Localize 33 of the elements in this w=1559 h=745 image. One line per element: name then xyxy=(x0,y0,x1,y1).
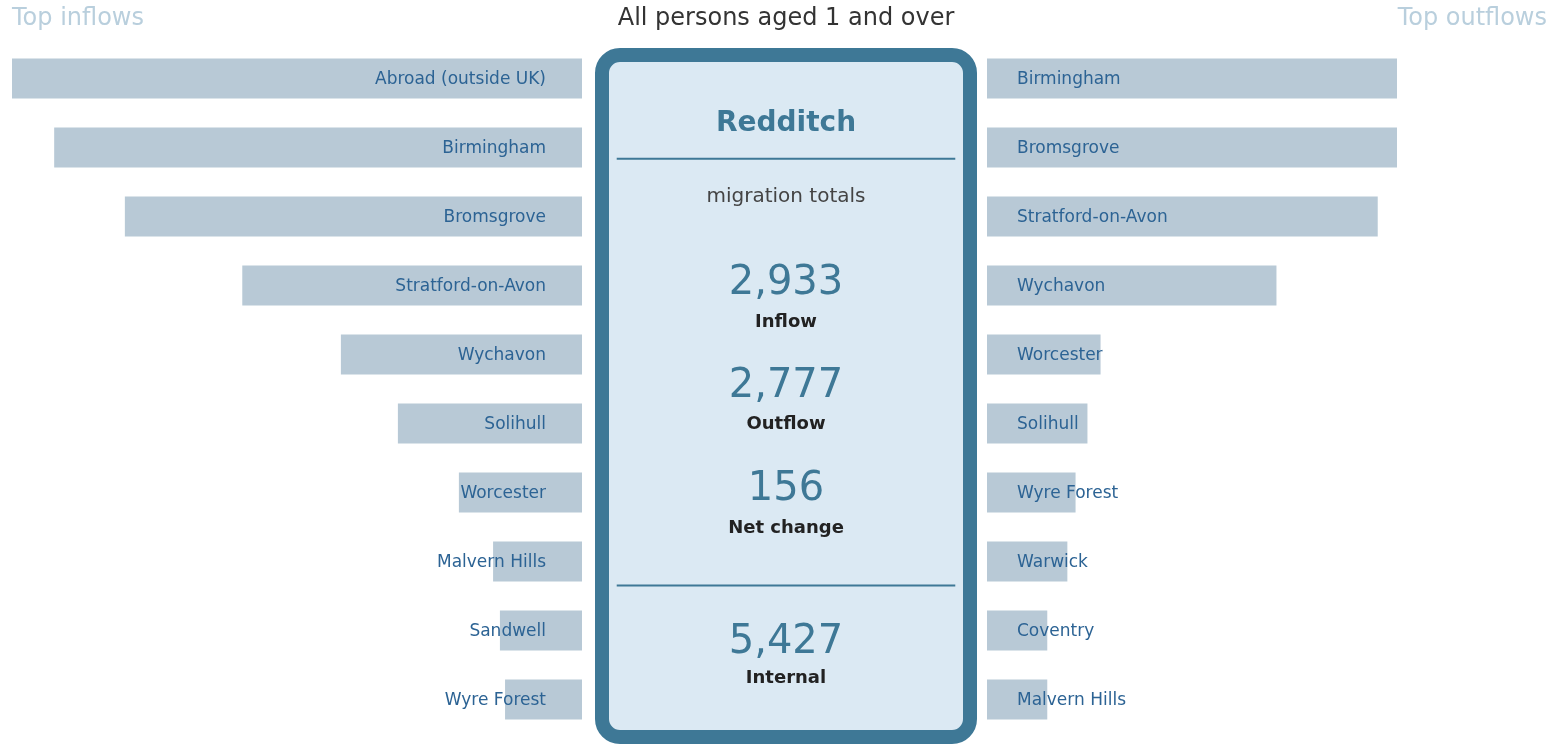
y-tick-label: Bromsgrove xyxy=(1017,136,1120,157)
y-tick-label: Stratford-on-Avon xyxy=(395,274,546,295)
y-tick-label: Abroad (outside UK) xyxy=(375,67,546,88)
y-tick-label: Solihull xyxy=(484,412,546,433)
text: 5,427 xyxy=(728,615,844,662)
text: Redditch xyxy=(715,105,857,139)
y-tick-label: Coventry xyxy=(1017,619,1095,640)
y-tick-label: Wychavon xyxy=(457,343,546,364)
y-tick-label: Malvern Hills xyxy=(436,550,547,571)
y-tick-label: Wyre Forest xyxy=(1017,481,1119,502)
y-tick-label: Solihull xyxy=(1017,412,1079,433)
text: 156 xyxy=(747,463,825,510)
text: 2,777 xyxy=(728,360,844,407)
text: Outflow xyxy=(746,411,826,433)
y-tick-label: Sandwell xyxy=(469,619,546,640)
text: Internal xyxy=(745,666,827,688)
text: Net change xyxy=(728,516,844,538)
y-tick-label: Malvern Hills xyxy=(1017,688,1127,709)
chart-title: Top inflows xyxy=(11,3,144,31)
y-tick-label: Wyre Forest xyxy=(444,688,547,709)
y-tick-label: Worcester xyxy=(460,481,547,502)
y-tick-label: Worcester xyxy=(1017,343,1103,364)
text: 2,933 xyxy=(728,257,844,304)
y-tick-label: Birmingham xyxy=(1017,67,1121,88)
y-tick-label: Birmingham xyxy=(442,136,546,157)
text: Inflow xyxy=(755,309,817,331)
text: migration totals xyxy=(706,183,866,208)
text: Top outflows xyxy=(1396,3,1547,31)
y-tick-label: Wychavon xyxy=(1017,274,1106,295)
text: All persons aged 1 and over xyxy=(617,3,955,31)
y-tick-label: Bromsgrove xyxy=(443,205,546,226)
y-tick-label: Stratford-on-Avon xyxy=(1017,205,1168,226)
y-tick-label: Warwick xyxy=(1017,550,1089,571)
